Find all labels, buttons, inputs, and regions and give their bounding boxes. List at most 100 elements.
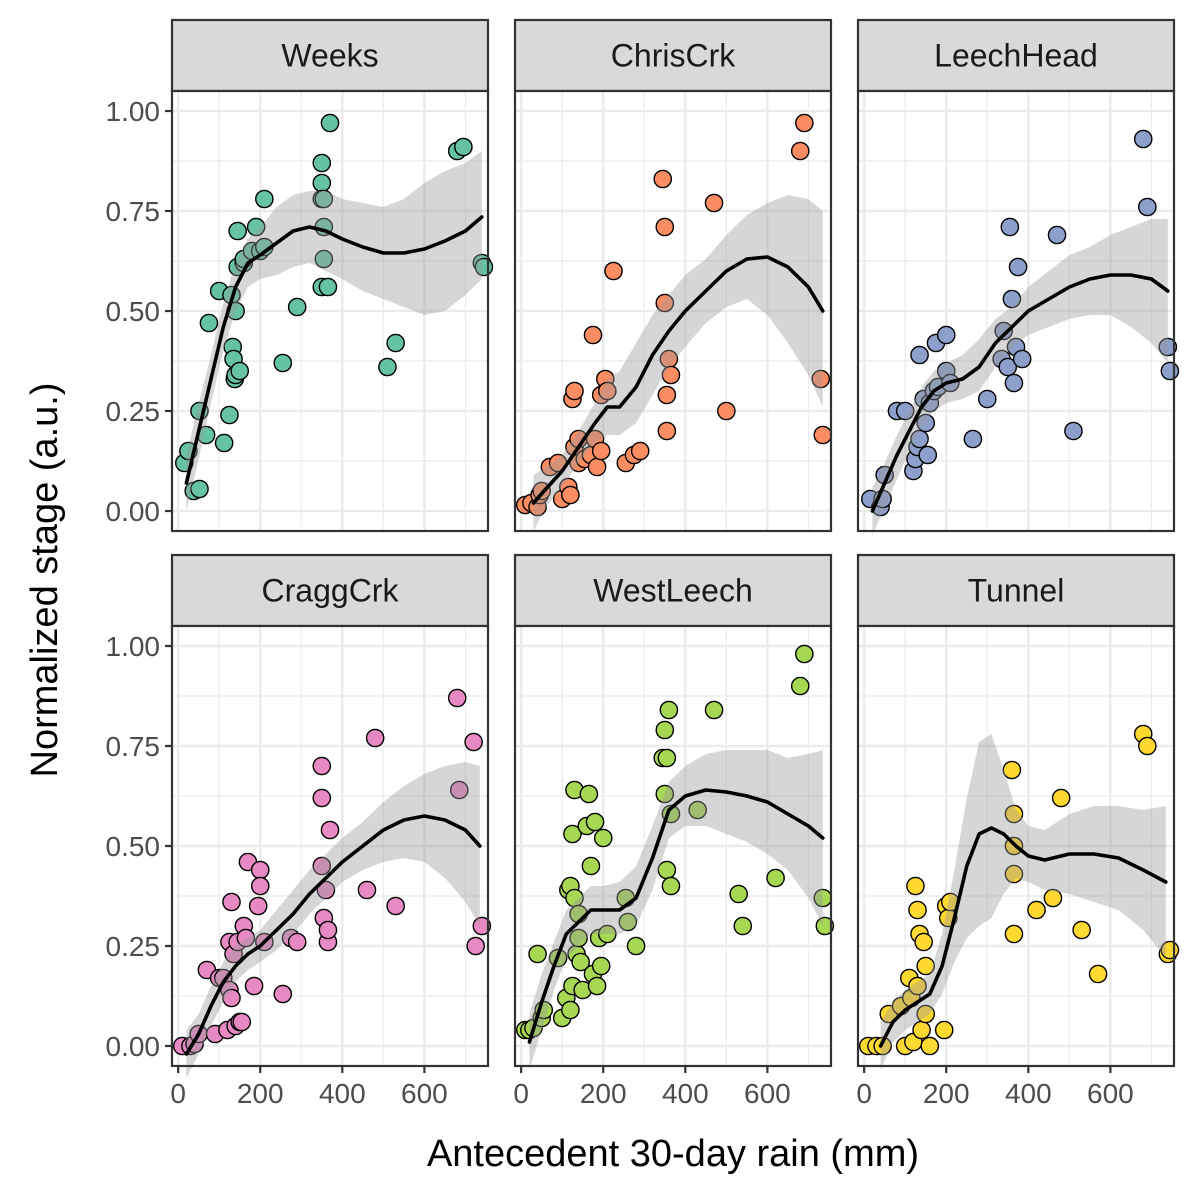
x-tick-label: 400 xyxy=(662,1078,709,1109)
facet-strip-craggcrk xyxy=(170,553,490,628)
y-tick-label: 0.25 xyxy=(106,931,161,962)
data-point xyxy=(314,189,334,209)
data-point xyxy=(920,1036,940,1056)
data-point xyxy=(314,249,334,269)
smooth-line-westleech xyxy=(527,788,825,1044)
y-tick-label: 0.50 xyxy=(106,296,161,327)
data-point xyxy=(618,912,638,932)
x-axis-craggcrk: 0 200 400 600 xyxy=(170,1066,448,1109)
confidence-band-westleech xyxy=(529,750,823,1070)
y-tick-label: 1.00 xyxy=(106,631,161,662)
facet-strip-weeks xyxy=(170,18,490,93)
data-point xyxy=(598,381,617,401)
points-westleech xyxy=(515,644,835,1040)
data-point xyxy=(244,976,264,996)
data-point xyxy=(591,441,611,461)
data-point xyxy=(661,876,681,896)
data-point xyxy=(250,876,270,896)
data-point xyxy=(447,688,467,708)
data-point xyxy=(598,924,617,944)
y-axis-weeks: 0.00 0.25 0.50 0.75 1.00 xyxy=(106,96,172,527)
y-tick-label: 0.50 xyxy=(106,831,161,862)
panel-border-chriscrk xyxy=(513,89,833,533)
data-point xyxy=(604,261,623,281)
x-axis-tunnel: 0 200 400 600 xyxy=(856,1066,1134,1109)
data-point xyxy=(688,800,707,820)
data-point xyxy=(318,277,338,297)
data-point xyxy=(1027,900,1046,920)
x-tick-label: 0 xyxy=(856,1078,872,1109)
y-axis-craggcrk: 0.00 0.25 0.50 0.75 1.00 xyxy=(106,631,172,1062)
data-point xyxy=(230,361,250,381)
data-point xyxy=(593,828,613,848)
x-tick-label: 200 xyxy=(580,1078,627,1109)
data-point xyxy=(661,365,681,385)
data-point xyxy=(320,820,340,840)
data-point xyxy=(655,720,675,740)
x-tick-label: 600 xyxy=(401,1078,448,1109)
x-tick-label: 400 xyxy=(319,1078,366,1109)
confidence-band-leechhead xyxy=(872,219,1168,535)
x-tick-label: 200 xyxy=(237,1078,284,1109)
data-point xyxy=(561,485,580,505)
data-point xyxy=(386,333,405,353)
x-tick-label: 400 xyxy=(1005,1078,1052,1109)
data-point xyxy=(1047,225,1067,245)
data-point xyxy=(312,173,332,193)
data-point xyxy=(581,856,601,876)
facet-strip-leechhead xyxy=(856,18,1176,93)
y-tick-label: 0.75 xyxy=(106,196,161,227)
data-point xyxy=(220,405,239,425)
data-point xyxy=(908,976,927,996)
data-point xyxy=(795,113,814,133)
data-point xyxy=(236,928,256,948)
data-point xyxy=(571,952,590,972)
data-point xyxy=(454,137,473,157)
data-point xyxy=(312,788,332,808)
data-point xyxy=(811,369,831,389)
y-tick-label: 0.00 xyxy=(106,496,161,527)
data-point xyxy=(222,892,241,912)
facet-strip-tunnel xyxy=(856,553,1176,628)
data-point xyxy=(657,421,677,441)
data-point xyxy=(591,956,611,976)
data-point xyxy=(316,880,336,900)
data-point xyxy=(1158,337,1178,357)
facet-tunnel: Tunnel xyxy=(856,553,1180,1070)
y-tick-label: 1.00 xyxy=(106,96,161,127)
data-point xyxy=(250,860,270,880)
data-point xyxy=(222,988,241,1008)
data-point xyxy=(587,457,607,477)
facet-strip-label-weeks: Weeks xyxy=(281,38,378,74)
data-point xyxy=(318,920,338,940)
data-point xyxy=(912,1020,931,1040)
data-point xyxy=(795,644,814,664)
data-point xyxy=(587,976,607,996)
data-point xyxy=(255,189,274,209)
facet-strip-chriscrk xyxy=(513,18,833,93)
y-axes: 0.00 0.25 0.50 0.75 1.00 0.00 0.25 0.50 0.75 1.00 xyxy=(106,96,172,1062)
data-point xyxy=(1072,920,1091,940)
facet-panels: Weeks ChrisCrk LeechHead CraggCrk WestLeech T… xyxy=(170,18,1180,1078)
data-point xyxy=(1012,349,1032,369)
data-point xyxy=(655,293,675,313)
x-tick-label: 600 xyxy=(744,1078,791,1109)
data-point xyxy=(717,401,736,421)
x-tick-label: 600 xyxy=(1087,1078,1134,1109)
facet-craggcrk: CraggCrk xyxy=(170,553,492,1078)
data-point xyxy=(936,325,956,345)
x-axis-title: Antecedent 30-day rain (mm) xyxy=(427,1133,919,1175)
data-point xyxy=(579,784,599,804)
data-point xyxy=(910,345,929,365)
data-point xyxy=(963,429,983,449)
data-point xyxy=(655,217,675,237)
y-axis-title: Normalized stage (a.u.) xyxy=(24,383,66,778)
data-point xyxy=(1088,964,1108,984)
data-point xyxy=(585,812,605,832)
data-point xyxy=(1004,804,1024,824)
data-point xyxy=(464,732,483,752)
data-point xyxy=(561,1000,580,1020)
confidence-band-craggcrk xyxy=(186,762,480,1078)
points-weeks xyxy=(175,113,494,501)
panel-border-leechhead xyxy=(856,89,1176,533)
